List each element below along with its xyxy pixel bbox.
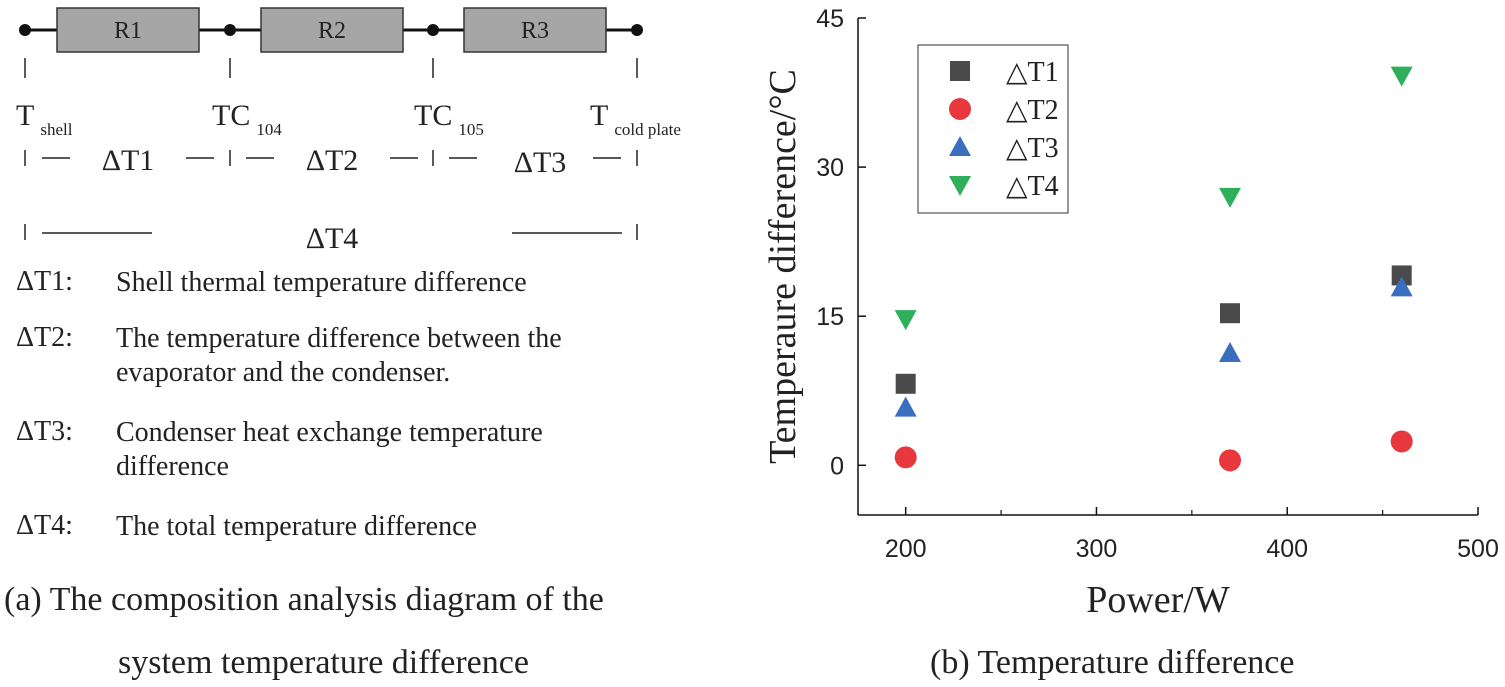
data-point-series-1 — [1220, 303, 1240, 324]
legend-marker — [949, 136, 971, 156]
temp-point-tc105: TC 105 — [414, 99, 484, 139]
data-point-series-2 — [894, 446, 917, 469]
legend-box — [917, 44, 1069, 214]
definition-key: ΔT4: — [16, 510, 73, 541]
definition-text: Condenser heat exchange temperature diff… — [116, 417, 543, 482]
caption-a-line2: system temperature difference — [118, 644, 529, 681]
definition-key: ΔT1: — [16, 266, 73, 297]
difference-markers — [24, 150, 638, 166]
data-point-series-3 — [894, 396, 917, 417]
data-point-series-2 — [1219, 449, 1241, 472]
x-axis-label: Power/W — [1086, 579, 1230, 621]
definition-text: Shell thermal temperature difference — [116, 267, 527, 298]
node-dot — [19, 24, 31, 36]
legend-label: △T1 — [1006, 57, 1059, 88]
data-point-series-3 — [1219, 341, 1241, 362]
resistor-label: R2 — [318, 18, 346, 44]
legend-label: △T2 — [1006, 95, 1059, 126]
y-tick-label: 15 — [816, 303, 844, 331]
data-point-series-1 — [1391, 265, 1412, 286]
legend-label: △T3 — [1006, 133, 1059, 164]
data-point-series-1 — [895, 373, 916, 394]
data-point-series-4 — [894, 310, 917, 331]
x-tick-label: 300 — [1076, 535, 1118, 563]
definition-text: The temperature difference between the e… — [116, 323, 562, 388]
legend-marker — [950, 61, 970, 81]
resistor-label: R1 — [114, 18, 142, 44]
y-tick-label: 0 — [830, 452, 844, 480]
resistor-r1: R1 — [56, 7, 200, 53]
legend-marker — [949, 98, 971, 120]
legend-marker — [949, 176, 971, 196]
x-tick-label: 500 — [1457, 535, 1499, 563]
node-ticks — [24, 58, 638, 78]
temp-point-tc104: TC 104 — [212, 99, 282, 139]
node-dot — [631, 24, 643, 36]
x-tick-label: 400 — [1266, 535, 1308, 563]
data-point-series-4 — [1390, 66, 1413, 87]
y-axis-label: Temperaure difference/°C — [762, 69, 804, 464]
difference-label-dt2: ΔT2 — [306, 144, 359, 177]
node-dot — [224, 24, 236, 36]
definition-key: ΔT2: — [16, 322, 73, 353]
resistor-r3: R3 — [463, 7, 607, 53]
total-difference-label: ΔT4 — [306, 222, 359, 255]
difference-label-dt3: ΔT3 — [514, 146, 567, 179]
y-tick-label: 30 — [816, 154, 844, 182]
data-point-series-3 — [1390, 276, 1413, 297]
definition-text: The total temperature difference — [116, 511, 477, 542]
node-dot — [427, 24, 439, 36]
resistor-r2: R2 — [260, 7, 404, 53]
caption-b: (b) Temperature difference — [930, 644, 1295, 681]
data-point-series-2 — [1390, 430, 1413, 453]
definitions-list: ΔT1: Shell thermal temperature differenc… — [16, 266, 696, 556]
caption-a-line1: (a) The composition analysis diagram of … — [4, 581, 604, 618]
total-difference-markers — [24, 224, 638, 240]
data-point-series-4 — [1219, 187, 1241, 208]
resistor-label: R3 — [521, 18, 549, 44]
x-tick-label: 200 — [885, 535, 927, 563]
y-tick-label: 45 — [816, 5, 844, 33]
legend-label: △T4 — [1006, 171, 1059, 202]
difference-label-dt1: ΔT1 — [102, 144, 155, 177]
definition-key: ΔT3: — [16, 416, 73, 447]
